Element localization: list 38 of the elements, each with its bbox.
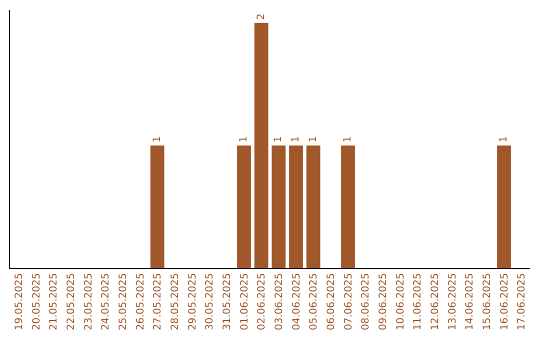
x-tick-label: 15.06.2025 (482, 273, 493, 330)
x-tick-label: 01.06.2025 (239, 273, 250, 330)
x-tick-label: 31.05.2025 (222, 273, 233, 330)
x-tick-label: 11.06.2025 (412, 273, 424, 330)
x-tick-label: 06.06.2025 (326, 273, 337, 330)
data-label: 2 (256, 14, 267, 20)
data-label: 1 (498, 136, 510, 142)
x-tick-label: 29.05.2025 (187, 273, 198, 330)
data-label: 1 (342, 136, 354, 142)
data-label: 1 (152, 136, 163, 142)
x-tick-label: 02.06.2025 (256, 273, 268, 330)
data-label: 1 (290, 136, 302, 142)
x-tick-label: 10.06.2025 (395, 273, 406, 330)
x-tick-label: 25.05.2025 (118, 273, 129, 330)
x-tick-label: 22.05.2025 (66, 273, 77, 330)
x-tick-label: 05.06.2025 (308, 273, 320, 330)
x-tick-label: 17.06.2025 (516, 273, 528, 330)
x-tick-label: 19.05.2025 (14, 273, 25, 330)
x-tick-label: 27.05.2025 (152, 273, 164, 330)
x-tick-label: 28.05.2025 (170, 273, 181, 330)
x-tick-label: 16.06.2025 (499, 273, 510, 330)
x-tick-label: 14.06.2025 (464, 273, 476, 330)
x-tick-label: 09.06.2025 (378, 273, 389, 330)
x-tick-label: 20.05.2025 (31, 273, 42, 330)
x-tick-label: 13.06.2025 (447, 273, 458, 330)
x-tick-label: 24.05.2025 (100, 273, 112, 330)
data-label: 1 (238, 136, 250, 142)
x-tick-label: 08.06.2025 (360, 273, 372, 330)
x-tick-label: 03.06.2025 (274, 273, 285, 330)
x-tick-label: 23.05.2025 (83, 273, 94, 330)
x-tick-label: 12.06.2025 (430, 273, 441, 330)
data-label: 1 (308, 136, 319, 142)
data-label: 1 (273, 136, 284, 142)
x-tick-label: 07.06.2025 (343, 273, 354, 330)
x-tick-label: 04.06.2025 (291, 273, 302, 330)
x-tick-label: 30.05.2025 (204, 273, 216, 330)
x-tick-label: 21.05.2025 (48, 273, 60, 330)
x-tick-label: 26.05.2025 (135, 273, 146, 330)
